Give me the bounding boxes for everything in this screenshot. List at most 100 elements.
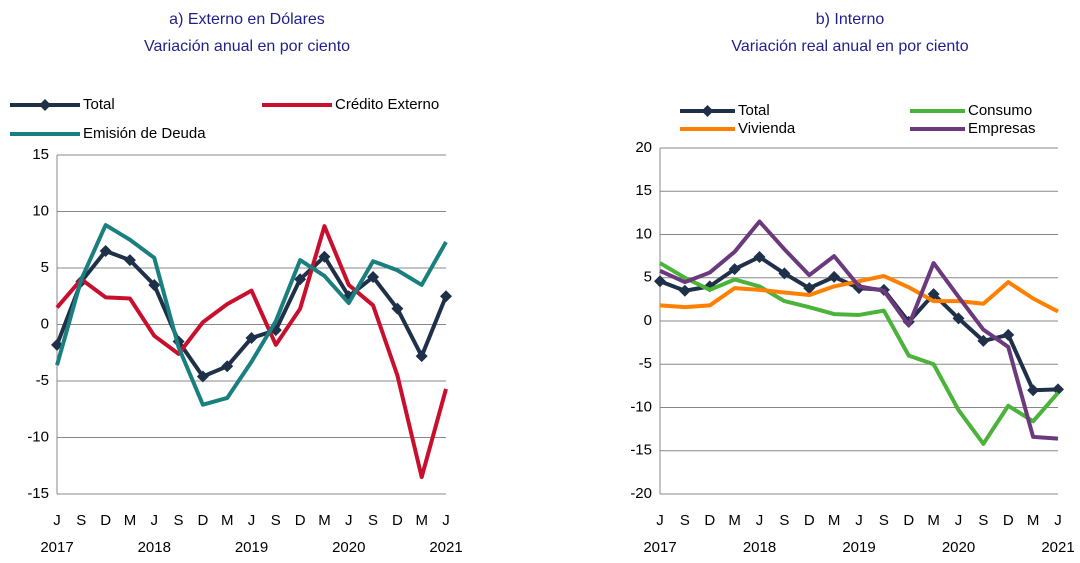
legend-label: Vivienda — [738, 120, 796, 137]
point-marker — [99, 245, 112, 258]
legend-label: Empresas — [968, 120, 1036, 137]
x-tick-label: D — [295, 512, 306, 529]
year-label: 2017 — [40, 539, 73, 556]
y-tick-label: 15 — [32, 146, 49, 163]
point-marker — [952, 312, 965, 325]
series-line — [55, 249, 448, 379]
x-tick-label: D — [100, 512, 111, 529]
x-tick-label: S — [76, 512, 86, 529]
x-tick-label: J — [855, 512, 863, 529]
point-marker — [123, 254, 136, 267]
y-tick-label: -10 — [27, 428, 49, 445]
point-marker — [753, 250, 766, 263]
legend-label: Total — [83, 96, 115, 113]
y-tick-label: 10 — [635, 225, 652, 242]
x-tick-label: D — [1003, 512, 1014, 529]
point-marker — [728, 263, 741, 276]
x-tick-label: S — [978, 512, 988, 529]
y-tick-label: -15 — [630, 442, 652, 459]
y-tick-label: -15 — [27, 485, 49, 502]
point-marker — [1002, 328, 1015, 341]
series-line — [659, 274, 1059, 314]
year-label: 2021 — [1041, 539, 1074, 556]
y-tick-label: -20 — [630, 485, 652, 502]
x-tick-label: J — [955, 512, 963, 529]
point-marker — [654, 275, 666, 288]
series-line — [55, 223, 448, 407]
y-tick-label: 5 — [644, 269, 652, 286]
chart-title: b) Interno — [816, 11, 885, 28]
point-marker — [415, 350, 428, 363]
x-tick-label: S — [779, 512, 789, 529]
x-tick-label: M — [728, 512, 741, 529]
year-label: 2019 — [235, 539, 268, 556]
point-marker — [828, 270, 841, 283]
chart-subtitle: Variación real anual en por ciento — [731, 38, 968, 55]
x-tick-label: M — [828, 512, 841, 529]
x-tick-label: J — [1054, 512, 1062, 529]
x-tick-label: J — [345, 512, 353, 529]
point-marker — [977, 334, 990, 347]
y-tick-label: 10 — [32, 202, 49, 219]
point-marker — [148, 278, 161, 291]
year-label: 2020 — [942, 539, 975, 556]
x-tick-label: M — [318, 512, 331, 529]
x-tick-label: M — [415, 512, 428, 529]
y-tick-label: -5 — [639, 355, 652, 372]
year-label: 2018 — [743, 539, 776, 556]
x-tick-label: D — [804, 512, 815, 529]
x-tick-label: J — [53, 512, 61, 529]
x-tick-label: M — [124, 512, 137, 529]
x-tick-label: D — [392, 512, 403, 529]
point-marker — [294, 273, 307, 286]
x-tick-label: S — [271, 512, 281, 529]
point-marker — [245, 332, 258, 345]
y-tick-label: -5 — [36, 372, 49, 389]
chart-subtitle: Variación anual en por ciento — [144, 38, 350, 55]
x-tick-label: J — [756, 512, 764, 529]
legend-marker — [39, 99, 51, 111]
point-marker — [803, 282, 816, 295]
x-tick-label: J — [151, 512, 159, 529]
series-line — [55, 224, 448, 480]
legend-marker — [701, 105, 714, 117]
y-tick-label: 15 — [635, 182, 652, 199]
x-tick-label: S — [680, 512, 690, 529]
x-tick-label: J — [656, 512, 664, 529]
x-tick-label: D — [197, 512, 208, 529]
chart-title: a) Externo en Dólares — [169, 11, 325, 28]
point-marker — [1052, 383, 1064, 396]
legend-label: Emisión de Deuda — [83, 125, 206, 142]
year-label: 2018 — [138, 539, 171, 556]
y-tick-label: 5 — [41, 259, 49, 276]
y-tick-label: -10 — [630, 398, 652, 415]
point-marker — [367, 271, 380, 284]
point-marker — [318, 250, 331, 263]
series-line — [659, 219, 1059, 441]
year-label: 2019 — [842, 539, 875, 556]
point-marker — [391, 302, 404, 315]
legend-label: Consumo — [968, 102, 1032, 119]
point-marker — [221, 360, 234, 373]
point-marker — [678, 284, 691, 297]
series-line — [659, 254, 1059, 393]
point-marker — [196, 370, 209, 383]
y-tick-label: 20 — [635, 139, 652, 156]
x-tick-label: M — [1027, 512, 1040, 529]
point-marker — [440, 290, 452, 303]
x-tick-label: J — [248, 512, 256, 529]
x-tick-label: S — [174, 512, 184, 529]
x-tick-label: S — [879, 512, 889, 529]
x-tick-label: D — [704, 512, 715, 529]
x-tick-label: M — [221, 512, 234, 529]
x-tick-label: M — [927, 512, 940, 529]
year-label: 2020 — [332, 539, 365, 556]
point-marker — [778, 267, 791, 280]
x-tick-label: S — [368, 512, 378, 529]
x-tick-label: D — [903, 512, 914, 529]
y-tick-label: 0 — [41, 315, 49, 332]
point-marker — [1027, 384, 1040, 397]
year-label: 2017 — [643, 539, 676, 556]
legend-label: Total — [738, 102, 770, 119]
